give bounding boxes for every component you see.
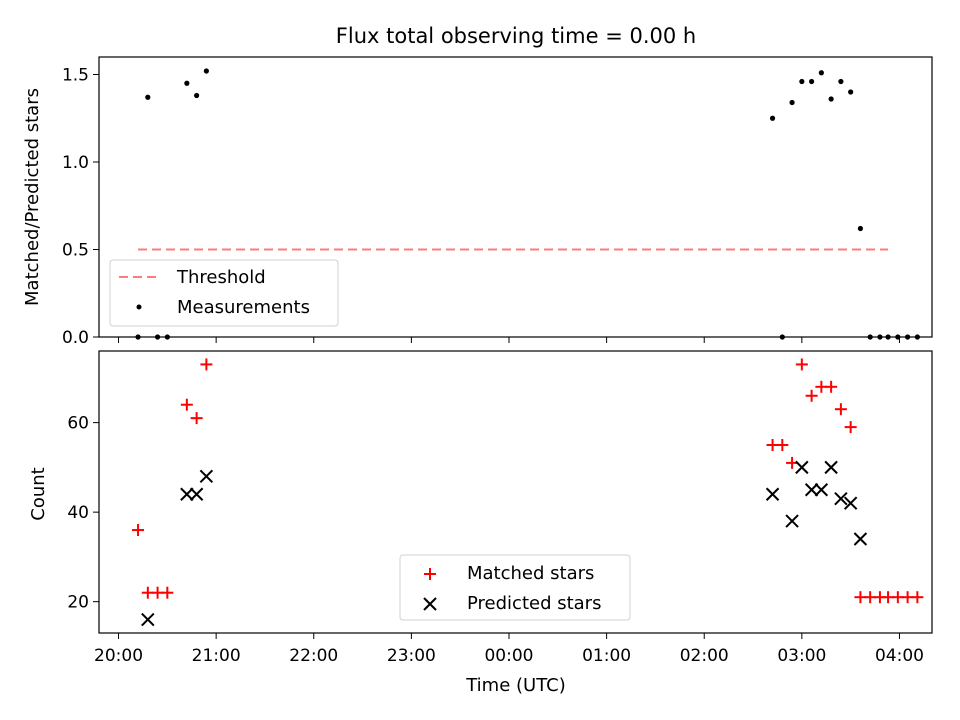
y-tick-label: 1.5 — [62, 66, 89, 86]
matched-star-point — [190, 412, 203, 425]
top-plot-frame — [98, 56, 933, 338]
y-tick-label: 20 — [67, 593, 89, 613]
legend-measurements-label: Measurements — [177, 297, 310, 318]
predicted-star-point — [199, 469, 214, 484]
y-tick-label: 40 — [67, 503, 89, 523]
y-tick-label: 60 — [67, 414, 89, 434]
predicted-star-point — [804, 483, 819, 497]
predicted-star-point — [843, 496, 858, 510]
bottom-legend: Matched stars Predicted stars — [399, 554, 631, 621]
bottom-y-axis-label: Count — [28, 467, 49, 520]
chart-title: Flux total observing time = 0.00 h — [336, 24, 696, 48]
bottom-plot-frame — [98, 350, 933, 634]
predicted-star-point — [189, 487, 204, 501]
measurement-point — [904, 334, 911, 340]
measurement-point — [789, 99, 795, 106]
matched-star-point — [911, 591, 924, 604]
predicted-star-point — [785, 514, 799, 528]
x-tick-label: 21:00 — [192, 646, 241, 666]
matched-star-point — [834, 403, 847, 416]
measurement-point — [769, 115, 776, 121]
predicted-star-point — [824, 460, 838, 475]
x-tick-label: 22:00 — [289, 646, 338, 666]
measurement-point — [838, 78, 844, 85]
measurement-point — [895, 334, 901, 340]
predicted-star-point — [795, 460, 809, 475]
measurement-point — [867, 334, 873, 340]
top-legend-frame — [109, 259, 339, 327]
top-y-axis-label: Matched/Predicted stars — [22, 88, 43, 306]
x-tick-label: 01:00 — [582, 646, 631, 666]
measurement-point — [809, 78, 815, 85]
legend-matched-swatch — [424, 568, 436, 580]
predicted-star-point — [141, 612, 155, 627]
measurement-point — [164, 334, 170, 340]
x-axis-label: Time (UTC) — [465, 675, 566, 696]
measurement-point — [135, 334, 141, 340]
predicted-star-point — [814, 483, 829, 497]
legend-threshold-label: Threshold — [176, 267, 266, 288]
y-tick-label: 0.0 — [62, 328, 89, 348]
measurement-point — [184, 80, 190, 86]
bottom-plot: 20 40 60 20:00 21:00 22:00 23:00 00:00 01:00 02:0… — [67, 350, 933, 666]
measurement-point — [848, 89, 854, 95]
measurement-point — [877, 334, 883, 340]
measurement-point — [828, 96, 834, 102]
y-tick-label: 0.5 — [62, 241, 89, 261]
measurement-point — [779, 334, 785, 340]
legend-matched-label: Matched stars — [467, 563, 594, 584]
x-tick-label: 03:00 — [777, 646, 826, 666]
x-tick-label: 00:00 — [484, 646, 533, 666]
legend-predicted-swatch — [423, 597, 437, 611]
top-legend: Threshold Measurements — [109, 259, 339, 327]
x-tick-label: 02:00 — [680, 646, 729, 666]
measurement-point — [203, 68, 209, 74]
measurement-point — [818, 70, 824, 76]
measurement-point — [885, 334, 891, 340]
predicted-star-point — [834, 492, 848, 506]
matched-star-point — [795, 358, 808, 371]
matched-star-point — [200, 358, 213, 371]
predicted-star-point — [853, 532, 868, 546]
top-plot: 0.0 0.5 1.0 1.5 — [62, 56, 933, 348]
x-tick-label: 23:00 — [387, 646, 436, 666]
measurement-point — [145, 94, 151, 100]
x-tick-label: 20:00 — [94, 646, 143, 666]
measurement-point — [799, 78, 805, 85]
matched-star-point — [161, 586, 174, 599]
matched-star-point — [132, 524, 145, 537]
legend-measurements-swatch — [136, 304, 142, 310]
measurement-point — [857, 225, 864, 232]
bottom-legend-frame — [399, 554, 631, 621]
predicted-star-point — [765, 487, 780, 501]
x-tick-label: 04:00 — [875, 646, 924, 666]
measurement-point — [154, 334, 161, 340]
matched-star-point — [844, 421, 857, 434]
y-tick-label: 1.0 — [62, 153, 89, 173]
legend-predicted-label: Predicted stars — [467, 593, 601, 614]
predicted-star-point — [180, 487, 194, 501]
matched-star-point — [805, 389, 818, 402]
matched-star-point — [180, 398, 193, 411]
matched-star-point — [825, 380, 838, 393]
measurement-point — [194, 92, 200, 99]
measurement-point — [914, 334, 920, 340]
matched-star-point — [776, 439, 789, 451]
